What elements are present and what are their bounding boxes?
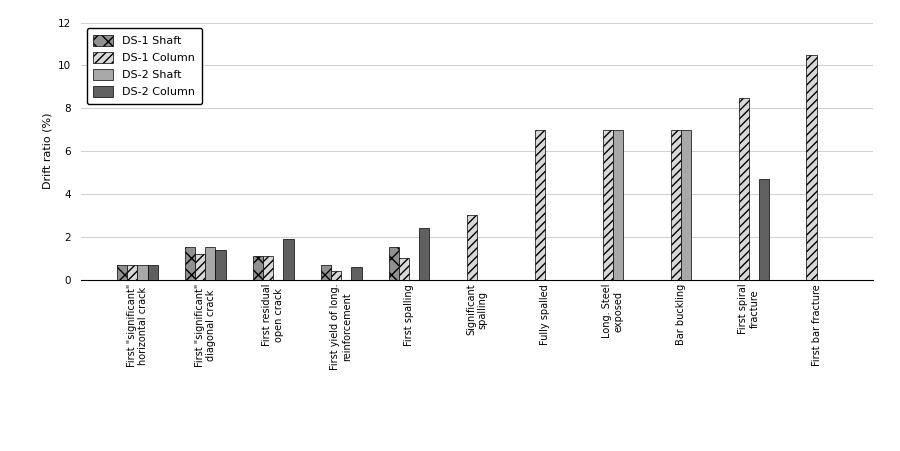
Bar	[739, 97, 749, 280]
Bar	[117, 265, 127, 280]
Bar	[351, 267, 362, 280]
Bar	[148, 265, 157, 280]
Bar	[759, 179, 769, 280]
Bar	[399, 258, 410, 280]
Bar	[127, 265, 138, 280]
Bar	[806, 55, 816, 280]
Legend: DS-1 Shaft, DS-1 Column, DS-2 Shaft, DS-2 Column: DS-1 Shaft, DS-1 Column, DS-2 Shaft, DS-…	[86, 28, 202, 104]
Bar	[253, 256, 263, 280]
Bar	[195, 254, 205, 280]
Bar	[320, 265, 331, 280]
Y-axis label: Drift ratio (%): Drift ratio (%)	[42, 113, 52, 189]
Bar	[680, 130, 691, 280]
Bar	[284, 239, 293, 280]
Bar	[603, 130, 613, 280]
Bar	[670, 130, 680, 280]
Bar	[215, 250, 226, 280]
Bar	[613, 130, 623, 280]
Bar	[184, 248, 195, 280]
Bar	[389, 248, 399, 280]
Bar	[535, 130, 544, 280]
Bar	[138, 265, 148, 280]
Bar	[419, 228, 429, 280]
Bar	[331, 271, 341, 280]
Bar	[205, 248, 215, 280]
Bar	[263, 256, 274, 280]
Bar	[467, 216, 477, 280]
